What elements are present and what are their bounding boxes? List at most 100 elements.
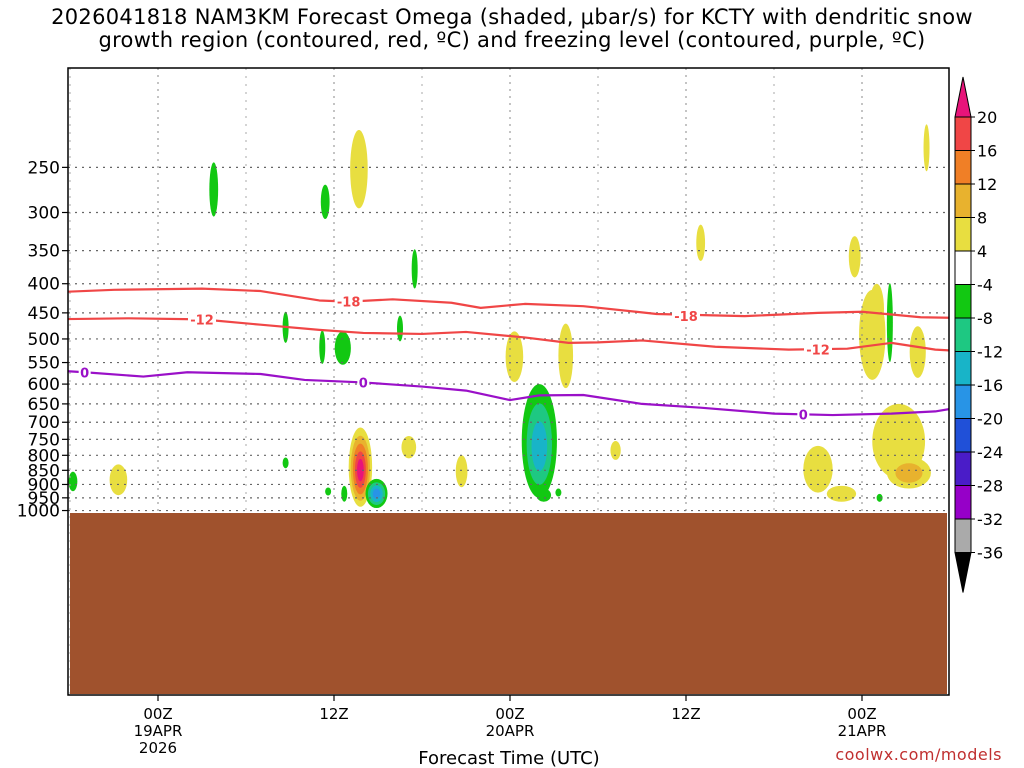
omega-feature-33-level-4: [909, 326, 926, 378]
colorbar-label-20: 20: [977, 108, 997, 127]
omega-feature-16-level-4: [455, 455, 468, 488]
colorbar-swatch-7: [954, 317, 972, 352]
y-tick-label-250: 250: [28, 158, 60, 178]
contour-0-line: [68, 370, 949, 417]
y-tick-label-400: 400: [28, 275, 60, 295]
contour-label-bg: [672, 308, 700, 325]
x-tick-label-6-line2: 19APR: [134, 722, 183, 740]
omega-feature-32-level-8: [895, 463, 923, 483]
chart-title: 2026041818 NAM3KM Forecast Omega (shaded…: [0, 6, 1024, 52]
omega-feature-21-level--4: [555, 488, 562, 497]
y-tick-label-450: 450: [28, 304, 60, 324]
contour-label--18: -18: [337, 296, 361, 311]
omega-feature-19-level--4: [536, 488, 552, 502]
omega-feature-22-level-4: [610, 440, 621, 460]
colorbar-label--24: -24: [977, 443, 1003, 462]
omega-feature-29-level--4: [886, 283, 893, 363]
y-tick-label-950: 950: [28, 489, 60, 509]
colorbar-swatch-9: [954, 384, 972, 419]
colorbar-swatch-8: [954, 351, 972, 386]
omega-feature-28-level-4: [869, 283, 885, 334]
colorbar-label--4: -4: [977, 276, 993, 295]
omega-feature-7-level--4: [334, 331, 351, 365]
omega-feature-30-level--4: [876, 493, 883, 502]
contour-label-bg: [334, 293, 363, 310]
y-tick-label-550: 550: [28, 354, 60, 374]
omega-feature-20-level-4: [558, 323, 574, 389]
x-tick-label-18-line1: 12Z: [319, 705, 348, 723]
y-tick-label-750: 750: [28, 430, 60, 450]
omega-feature-6-level--4: [320, 184, 330, 220]
x-tick-label-6-line3: 2026: [139, 739, 177, 757]
site-credit: coolwx.com/models: [835, 745, 1002, 764]
colorbar-swatch-3: [954, 183, 972, 218]
omega-feature-0-level--4: [68, 471, 78, 492]
colorbar-swatch-4: [954, 217, 972, 252]
omega-feature-11-level-20: [357, 458, 364, 482]
colorbar-swatch-11: [954, 451, 972, 486]
colorbar-label-8: 8: [977, 209, 987, 228]
y-tick-label-850: 850: [28, 461, 60, 481]
colorbar-bottom-arrow: [954, 552, 972, 593]
x-tick-label-30-line2: 20APR: [486, 722, 535, 740]
contour-label-0: 0: [80, 366, 89, 381]
omega-feature-10-level-4: [350, 130, 368, 209]
colorbar-swatch-1: [954, 116, 972, 151]
y-tick-label-300: 300: [28, 204, 60, 224]
y-tick-label-500: 500: [28, 330, 60, 350]
omega-feature-8-level--4: [325, 487, 332, 496]
omega-feature-18-level--12: [531, 421, 548, 472]
contour-label-bg: [188, 311, 216, 328]
omega-feature-5-level--4: [319, 330, 326, 364]
y-tick-label-350: 350: [28, 242, 60, 262]
contour--12-line: [68, 317, 949, 352]
omega-feature-25-level-4: [826, 485, 857, 502]
colorbar-top-arrow: [954, 76, 972, 118]
x-tick-label-42-line1: 12Z: [671, 705, 700, 723]
contour-label--12: -12: [190, 313, 214, 328]
omega-feature-2-level--4: [209, 162, 219, 217]
colorbar-label--20: -20: [977, 410, 1003, 429]
contour-label-bg: [797, 406, 810, 423]
contour-label--18: -18: [674, 310, 698, 325]
colorbar-label--8: -8: [977, 309, 993, 328]
contour-label-bg: [357, 374, 370, 391]
colorbar-swatch-6: [954, 284, 972, 319]
terrain-fill: [70, 513, 947, 694]
contour--18-line: [68, 287, 949, 319]
colorbar-swatch-13: [954, 518, 972, 553]
omega-feature-9-level--4: [341, 485, 348, 502]
y-tick-label-900: 900: [28, 475, 60, 495]
colorbar-swatch-10: [954, 418, 972, 453]
y-tick-label-650: 650: [28, 395, 60, 415]
colorbar-label--12: -12: [977, 343, 1003, 362]
contour-label--12: -12: [806, 344, 830, 359]
colorbar-swatch-12: [954, 485, 972, 520]
omega-feature-1-level-4: [109, 464, 128, 496]
colorbar-label--28: -28: [977, 477, 1003, 496]
x-tick-label-54-line2: 21APR: [838, 722, 887, 740]
chart-title-line1: 2026041818 NAM3KM Forecast Omega (shaded…: [51, 5, 973, 29]
y-tick-label-700: 700: [28, 413, 60, 433]
colorbar-swatch-5: [954, 250, 972, 285]
omega-feature-15-level--4: [411, 249, 418, 289]
colorbar-swatch-2: [954, 150, 972, 185]
omega-feature-14-level-4: [401, 436, 417, 459]
colorbar-label-12: 12: [977, 175, 997, 194]
omega-feature-23-level-4: [696, 224, 706, 262]
omega-feature-17-level-4: [505, 331, 524, 383]
omega-feature-24-level-4: [803, 445, 833, 493]
x-tick-label-6-line1: 00Z: [143, 705, 172, 723]
omega-feature-34-level-4: [923, 124, 930, 172]
y-tick-label-600: 600: [28, 375, 60, 395]
x-tick-label-54-line1: 00Z: [847, 705, 876, 723]
colorbar-label--16: -16: [977, 376, 1003, 395]
y-tick-label-1000: 1000: [17, 502, 60, 522]
omega-feature-26-level-4: [848, 236, 861, 278]
contour-label-bg: [804, 341, 832, 358]
omega-feature-12-level--16: [372, 488, 381, 499]
omega-feature-13-level--4: [397, 315, 403, 342]
plot-frame: [67, 67, 950, 696]
chart-title-line2: growth region (contoured, red, ºC) and f…: [98, 28, 926, 52]
